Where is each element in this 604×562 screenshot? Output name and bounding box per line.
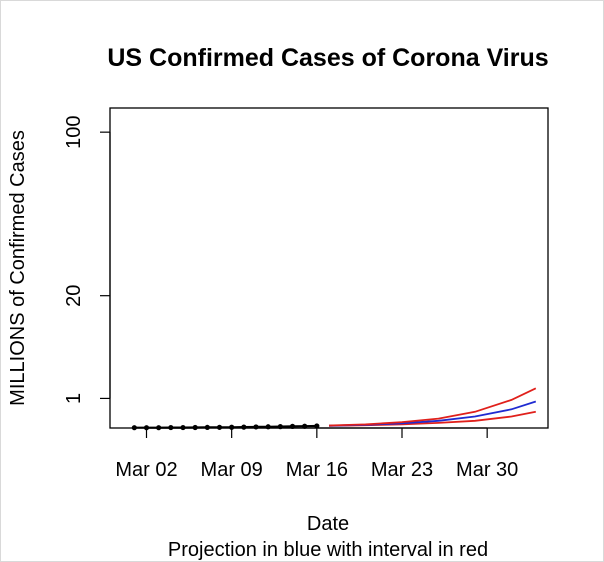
observed-point [241,424,247,430]
x-tick-label: Mar 30 [456,459,518,481]
x-tick-label: Mar 09 [201,459,263,481]
observed-line [134,424,317,429]
y-axis-label: MILLIONS of Confirmed Cases [7,130,29,406]
observed-point [156,425,162,431]
observed-point [168,424,174,431]
observed-point [204,424,210,431]
observed-point [265,424,271,430]
y-tick-label: 20 [63,285,85,307]
y-axis: 1 20 100 [63,115,111,404]
y-tick-label: 1 [63,393,85,404]
observed-point [131,425,137,431]
chart-subtitle: Projection in blue with interval in red [168,539,488,561]
observed-point [192,424,198,431]
observed-point [253,424,259,430]
x-axis-label: Date [307,513,349,535]
observed-point [229,424,235,430]
x-tick-label: Mar 23 [371,459,433,481]
plot-box [109,107,549,429]
observed-point [277,424,283,430]
x-tick-label: Mar 02 [115,459,177,481]
observed-point [314,423,320,429]
x-axis: Mar 02 Mar 09 Mar 16 Mar 23 Mar 30 [115,427,518,481]
projection-line [328,400,537,427]
observed-point [143,425,150,431]
interval-upper-line [328,387,537,427]
x-tick-label: Mar 16 [286,459,348,481]
y-tick-label: 100 [63,115,85,148]
observed-point [289,423,296,429]
observed-point [216,424,223,430]
chart-title: US Confirmed Cases of Corona Virus [107,44,548,72]
observed-point [180,424,186,431]
observed-point [302,423,308,429]
plot-area [131,387,537,431]
